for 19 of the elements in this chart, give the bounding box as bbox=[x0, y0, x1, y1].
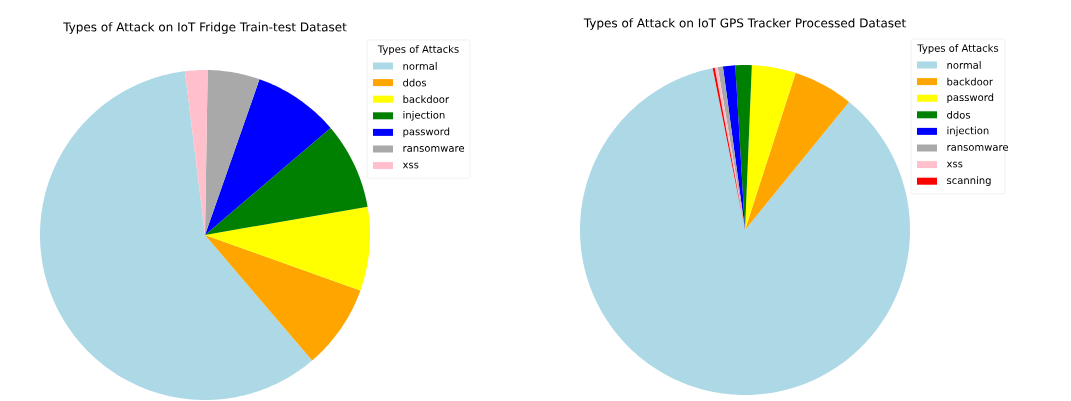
legend-label: normal bbox=[403, 62, 437, 70]
legend-label: ransomware bbox=[403, 146, 465, 152]
legend-title: Types of Attacks bbox=[917, 44, 999, 54]
legend-label: xss bbox=[946, 161, 963, 168]
chart-title: Types of Attack on IoT GPS Tracker Processed Dataset bbox=[583, 18, 906, 30]
legend-label: injection bbox=[403, 110, 445, 121]
legend-label: normal bbox=[947, 61, 981, 69]
legend-label: xss bbox=[402, 162, 419, 169]
legend-label: scanning bbox=[947, 176, 991, 187]
legend-label: ddos bbox=[403, 78, 427, 87]
legend-label: backdoor bbox=[403, 95, 450, 104]
legend-label: ransomware bbox=[947, 145, 1009, 151]
legend-label: backdoor bbox=[947, 77, 993, 86]
legend-label: password bbox=[403, 127, 450, 138]
legend-label: password bbox=[947, 93, 994, 104]
legend-label: injection bbox=[947, 126, 989, 137]
legend-title: Types of Attacks bbox=[377, 45, 459, 55]
legend-label: ddos bbox=[947, 110, 971, 119]
chart-title: Types of Attack on IoT Fridge Train-test Dataset bbox=[63, 22, 347, 34]
